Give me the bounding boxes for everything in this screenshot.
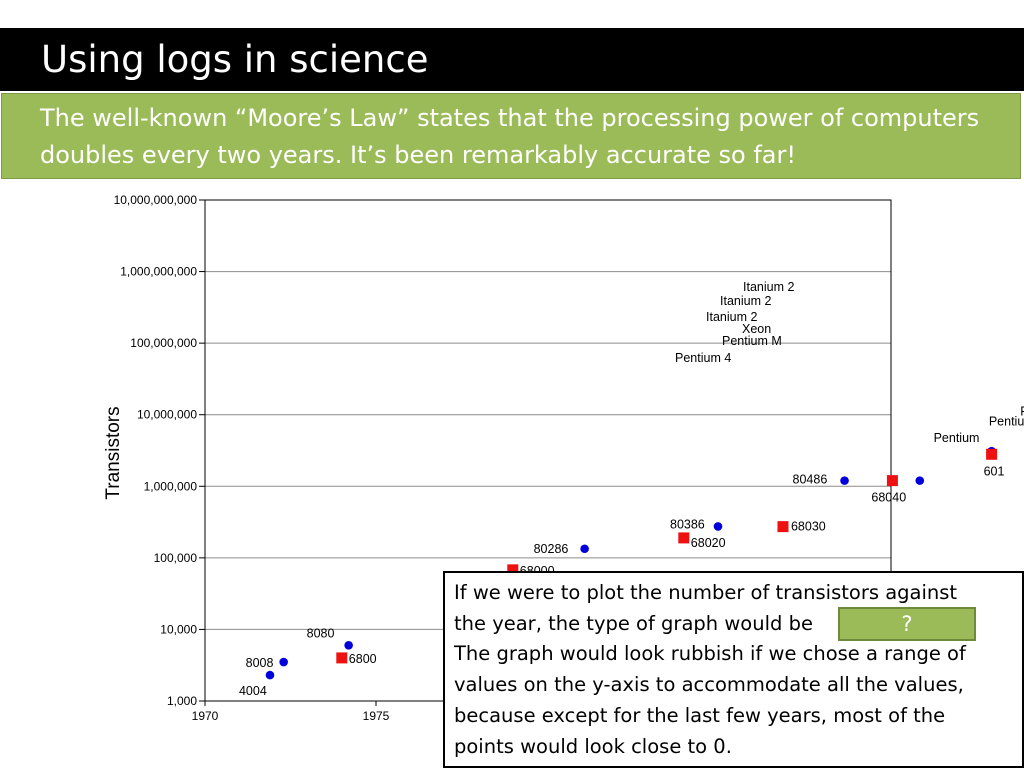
point-label: Pentium (934, 431, 980, 445)
point-label: 80386 (670, 517, 705, 531)
question-line-2-text: the year, the type of graph would be (454, 611, 813, 635)
y-tick-label: 10,000,000 (137, 408, 197, 422)
data-point-intel (915, 476, 925, 485)
data-point-other (507, 564, 519, 576)
data-point-intel (279, 657, 288, 667)
point-label: 6800 (349, 652, 377, 666)
data-point-other (986, 448, 998, 460)
y-tick-label: 10,000 (160, 622, 197, 636)
point-label: Pentium M (722, 334, 782, 348)
question-box (443, 571, 1024, 768)
intro-text: The well-known “Moore’s Law” states that… (40, 104, 980, 169)
point-label: Pentium Pro (989, 414, 1024, 428)
y-tick-label: 10,000,000,000 (114, 193, 198, 207)
y-tick-label: 100,000,000 (130, 336, 197, 350)
question-line-6: points would look close to 0. (454, 734, 732, 758)
reveal-answer-button[interactable]: ? (838, 607, 976, 641)
point-label: Xeon (742, 322, 771, 336)
point-label: 80486 (793, 473, 828, 487)
y-tick-label: 1,000,000,000 (120, 265, 197, 279)
data-point-intel (840, 476, 849, 485)
point-label: Pentium MMX (1020, 405, 1024, 419)
data-point-other (886, 475, 898, 487)
point-label: 8008 (246, 656, 274, 670)
question-text: If we were to plot the number of transis… (454, 578, 1014, 762)
question-line-5: because except for the last few years, m… (454, 703, 946, 727)
slide-title: Using logs in science (41, 38, 429, 81)
point-label: 68030 (791, 520, 826, 534)
question-line-3: The graph would look rubbish if we chose… (454, 642, 966, 666)
data-point-intel (713, 522, 723, 531)
y-axis-label: Transistors (103, 406, 124, 499)
data-point-intel (344, 641, 353, 650)
point-label: Itanium 2 (706, 310, 757, 324)
point-label: Itanium 2 (743, 280, 794, 294)
data-point-intel (580, 544, 589, 554)
y-tick-label: 100,000 (154, 551, 198, 565)
point-label: 68040 (871, 491, 906, 505)
title-bar (0, 28, 1024, 91)
point-label: 4004 (239, 684, 267, 698)
question-line-4: values on the y-axis to accommodate all … (454, 673, 964, 697)
data-point-other (777, 521, 789, 533)
point-label: Pentium 4 (675, 351, 731, 365)
point-label: 601 (984, 464, 1005, 478)
data-point-other (336, 652, 348, 664)
point-label: 8080 (307, 626, 335, 640)
intro-box (1, 93, 1021, 179)
x-tick-label: 1970 (192, 709, 219, 723)
y-tick-label: 1,000,000 (144, 479, 198, 493)
question-line-2: the year, the type of graph would be (454, 609, 1014, 640)
point-label: 68020 (691, 536, 726, 550)
data-point-other (678, 532, 690, 544)
point-label: 80286 (534, 542, 569, 556)
y-tick-label: 1,000 (167, 694, 197, 708)
data-point-intel (265, 670, 275, 680)
x-tick-label: 1975 (363, 709, 390, 723)
point-label: Itanium 2 (720, 294, 771, 308)
question-line-1: If we were to plot the number of transis… (454, 581, 958, 604)
